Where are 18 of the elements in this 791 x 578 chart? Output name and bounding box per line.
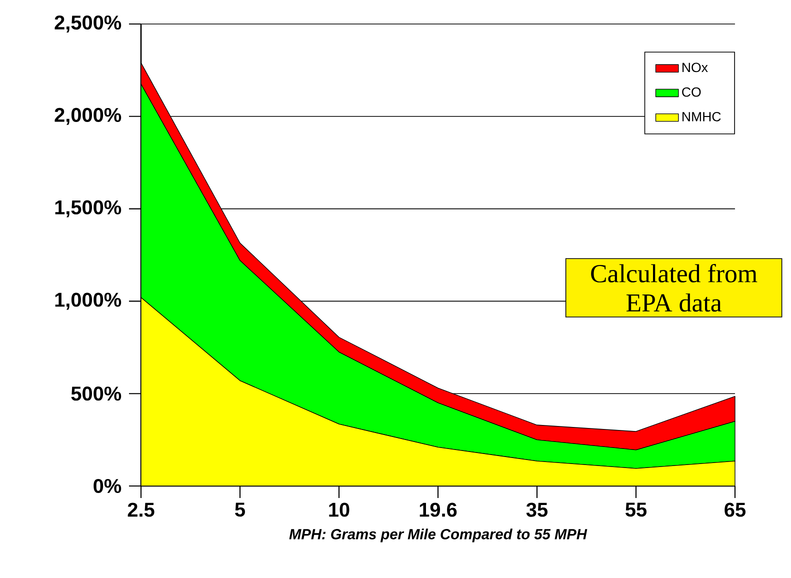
annotation: Calculated from EPA data: [591, 264, 758, 312]
x-tick-label: 55: [626, 502, 647, 517]
x-tick-label: 65: [724, 502, 746, 517]
y-tick-label: 2,000%: [54, 108, 122, 125]
x-tick-label: 35: [526, 502, 548, 517]
y-tick-label: 2,500%: [54, 15, 122, 32]
x-tick-label: 5: [235, 502, 245, 517]
legend-label: NMHC: [682, 112, 721, 122]
x-tick-label: 10: [329, 502, 350, 517]
legend-label: NOx: [682, 62, 708, 72]
legend-label: CO: [682, 87, 701, 97]
y-tick-label: 500%: [71, 386, 122, 401]
x-axis-title: MPH: Grams per Mile Compared to 55 MPH: [289, 528, 588, 542]
y-tick-label: 0%: [94, 478, 122, 494]
y-tick-label: 1,000%: [55, 292, 122, 310]
x-tick-label: 19.6: [420, 502, 457, 517]
x-tick-label: 2.5: [128, 502, 154, 517]
y-tick-label: 1,500%: [55, 200, 122, 218]
